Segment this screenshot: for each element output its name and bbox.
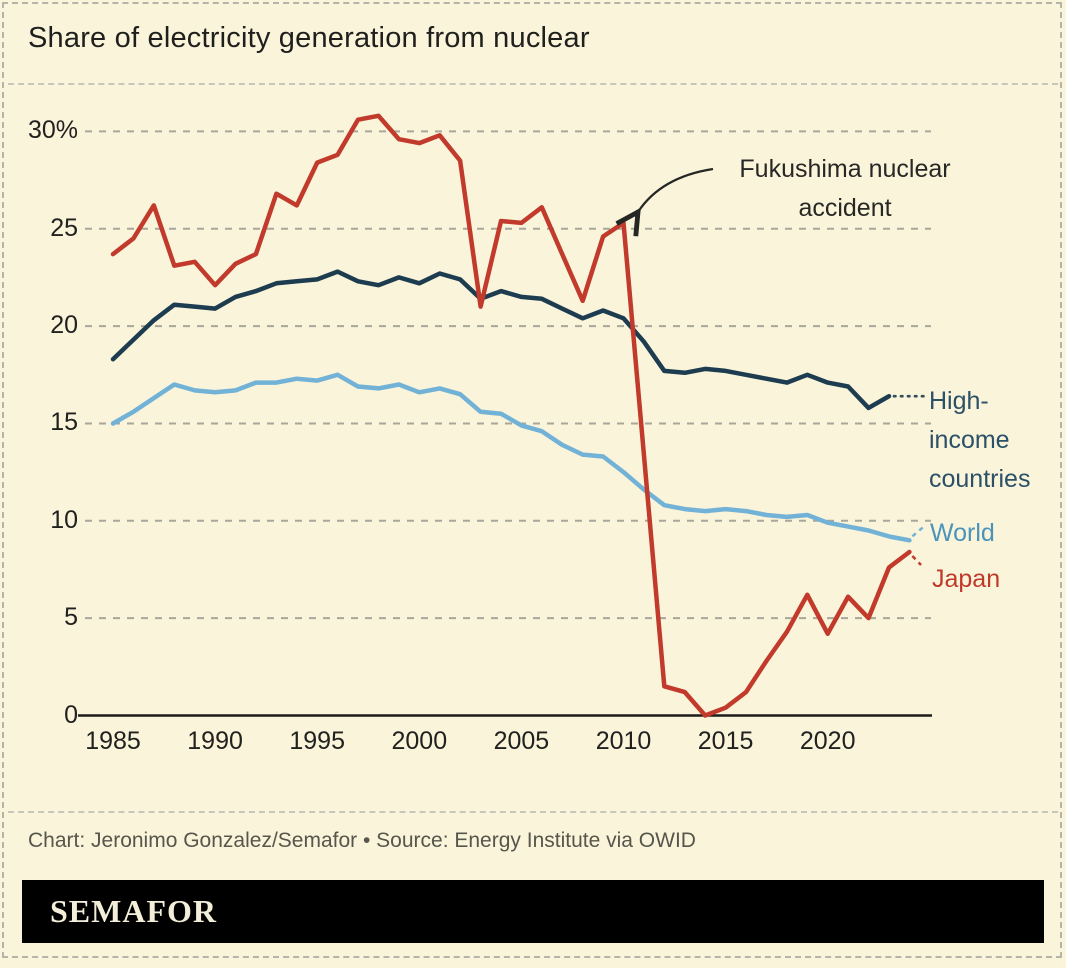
semafor-logo: SEMAFOR: [50, 893, 217, 929]
annotation-line2: accident: [798, 194, 892, 222]
x-tick-label: 1995: [289, 727, 345, 755]
y-tick-label: 5: [64, 603, 78, 632]
semafor-logo-bar: SEMAFOR: [22, 880, 1044, 943]
x-tick-label: 1985: [85, 727, 141, 755]
annotation-fukushima: Fukushima nuclear accident: [715, 150, 975, 228]
x-tick-label: 2010: [595, 727, 652, 755]
x-tick-label: 2005: [493, 727, 550, 755]
x-tick-label: 2015: [697, 727, 754, 755]
footer-divider: [8, 811, 1058, 813]
x-tick-label: 2000: [391, 727, 448, 755]
x-tick-label: 2020: [799, 727, 856, 755]
series-label-high-income-line2: income: [929, 426, 1010, 454]
series-label-japan: Japan: [932, 565, 1001, 593]
title-divider: [8, 83, 1058, 85]
series-label-world: World: [930, 519, 995, 547]
world-label-connector: [911, 526, 924, 538]
y-tick-label: 30%: [27, 116, 78, 145]
series-label-high-income-line1: High-: [929, 387, 989, 415]
series-line-japan: [110, 113, 912, 718]
y-tick-label: 10: [50, 505, 78, 534]
annotation-line1: Fukushima nuclear: [739, 155, 951, 183]
series-line-world: [110, 372, 912, 543]
y-tick-label: 25: [50, 213, 78, 242]
annotation-arrow: [638, 167, 714, 212]
y-tick-label: 20: [50, 311, 78, 340]
credit-line: Chart: Jeronimo Gonzalez/Semafor • Sourc…: [28, 829, 696, 852]
japan-label-connector: [911, 555, 922, 566]
y-tick-label: 15: [50, 408, 78, 437]
series-label-high-income: High- income countries: [929, 382, 1030, 499]
series-line-high-income-countries: [110, 269, 892, 411]
series-label-high-income-line3: countries: [929, 465, 1031, 493]
y-tick-label: 0: [64, 700, 78, 729]
chart-title: Share of electricity generation from nuc…: [28, 22, 590, 54]
x-tick-label: 1990: [187, 727, 243, 755]
